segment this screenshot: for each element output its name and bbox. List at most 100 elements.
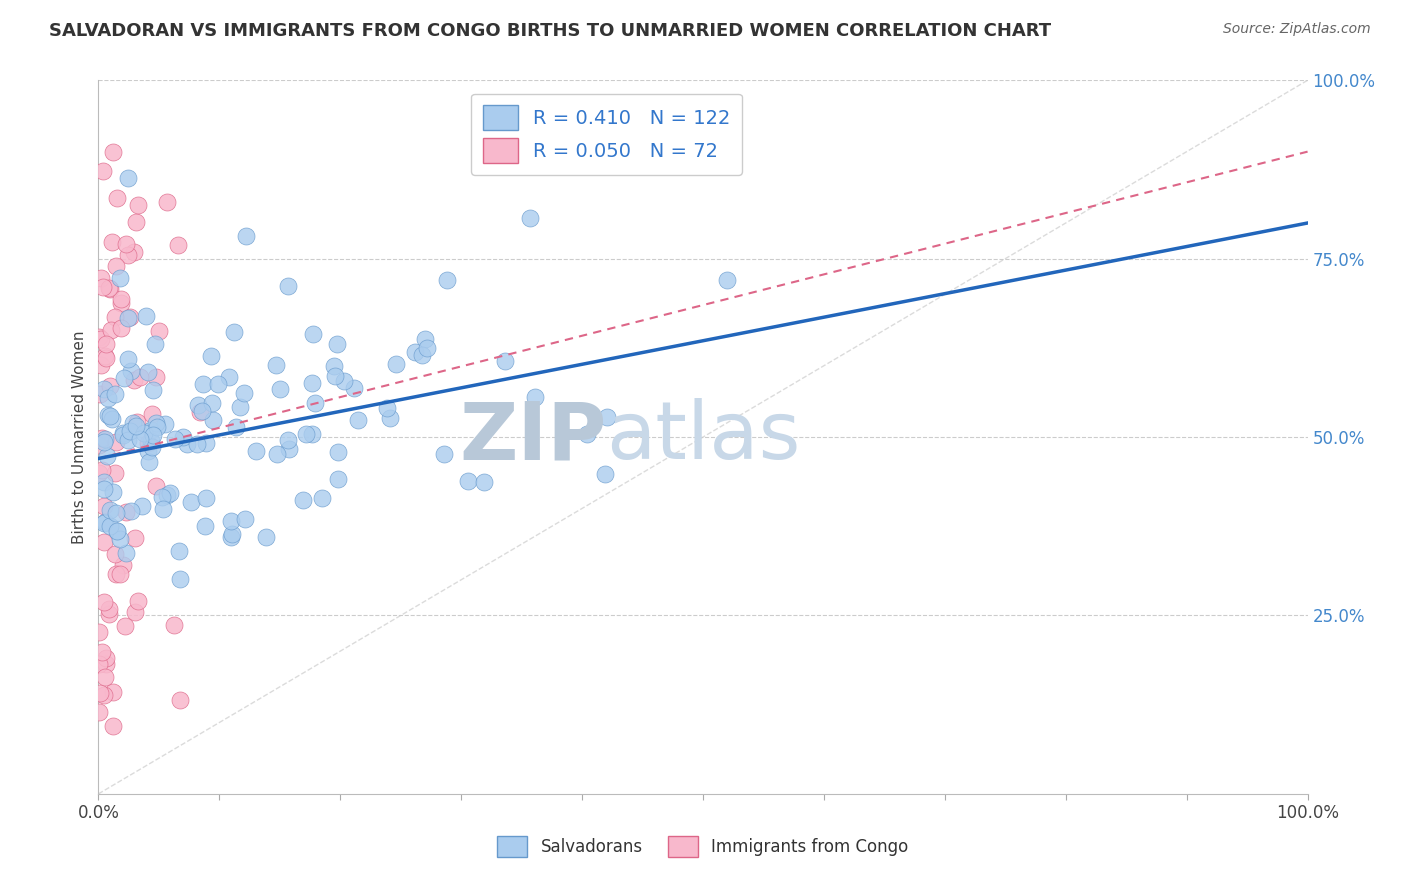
Point — [93, 482, 115, 496]
Point — [225, 420, 247, 434]
Point — [122, 416, 145, 430]
Point — [172, 430, 194, 444]
Point — [114, 546, 136, 560]
Point — [277, 279, 299, 293]
Point — [332, 374, 354, 388]
Point — [716, 273, 738, 287]
Point — [148, 324, 170, 338]
Point — [101, 235, 124, 249]
Point — [413, 332, 436, 346]
Point — [165, 433, 187, 447]
Point — [114, 619, 136, 633]
Point — [207, 377, 229, 392]
Point — [111, 558, 134, 572]
Text: ZIP: ZIP — [458, 398, 606, 476]
Point — [124, 531, 146, 545]
Point — [112, 425, 135, 440]
Point — [93, 435, 115, 450]
Point — [120, 504, 142, 518]
Point — [104, 310, 127, 324]
Point — [169, 573, 191, 587]
Point — [194, 491, 217, 505]
Point — [127, 594, 149, 608]
Point — [136, 436, 159, 450]
Text: SALVADORAN VS IMMIGRANTS FROM CONGO BIRTHS TO UNMARRIED WOMEN CORRELATION CHART: SALVADORAN VS IMMIGRANTS FROM CONGO BIRT… — [49, 22, 1052, 40]
Point — [142, 383, 165, 397]
Text: Source: ZipAtlas.com: Source: ZipAtlas.com — [1223, 22, 1371, 37]
Point — [323, 368, 346, 383]
Point — [90, 358, 112, 372]
Point — [89, 466, 111, 480]
Point — [105, 567, 128, 582]
Point — [112, 428, 135, 442]
Point — [302, 326, 325, 341]
Point — [245, 443, 267, 458]
Point — [375, 401, 398, 415]
Text: atlas: atlas — [606, 398, 800, 476]
Point — [142, 428, 165, 442]
Point — [98, 519, 121, 533]
Point — [596, 409, 619, 424]
Point — [524, 390, 547, 404]
Point — [134, 425, 156, 440]
Point — [101, 411, 124, 425]
Point — [105, 524, 128, 539]
Point — [145, 479, 167, 493]
Point — [97, 281, 120, 295]
Point — [135, 309, 157, 323]
Point — [190, 404, 212, 418]
Point — [98, 409, 121, 424]
Point — [494, 353, 516, 368]
Point — [104, 548, 127, 562]
Point — [326, 472, 349, 486]
Point — [122, 373, 145, 387]
Point — [96, 336, 118, 351]
Point — [433, 447, 456, 461]
Point — [169, 692, 191, 706]
Point — [120, 364, 142, 378]
Point — [229, 400, 252, 414]
Point — [125, 415, 148, 429]
Point — [233, 512, 256, 526]
Point — [120, 424, 142, 438]
Point — [180, 494, 202, 508]
Point — [87, 657, 110, 672]
Point — [94, 351, 117, 366]
Point — [93, 516, 115, 530]
Point — [593, 467, 616, 482]
Point — [411, 348, 433, 362]
Point — [104, 387, 127, 401]
Point — [254, 530, 277, 544]
Point — [269, 382, 291, 396]
Point — [145, 420, 167, 434]
Point — [110, 321, 132, 335]
Point — [127, 198, 149, 212]
Point — [91, 645, 114, 659]
Point — [93, 475, 115, 489]
Point — [91, 463, 114, 477]
Point — [131, 499, 153, 513]
Point — [89, 386, 111, 401]
Point — [87, 625, 110, 640]
Point — [138, 455, 160, 469]
Point — [115, 237, 138, 252]
Point — [114, 505, 136, 519]
Point — [98, 379, 121, 393]
Point — [93, 535, 115, 549]
Point — [156, 195, 179, 210]
Point — [110, 296, 132, 310]
Point — [176, 436, 198, 450]
Point — [101, 145, 124, 160]
Point — [94, 651, 117, 665]
Point — [101, 719, 124, 733]
Point — [141, 440, 163, 454]
Point — [141, 407, 163, 421]
Point — [93, 382, 115, 396]
Point — [291, 493, 314, 508]
Point — [125, 418, 148, 433]
Point — [346, 412, 368, 426]
Point — [218, 369, 240, 384]
Point — [90, 271, 112, 285]
Point — [124, 244, 146, 259]
Point — [224, 325, 246, 339]
